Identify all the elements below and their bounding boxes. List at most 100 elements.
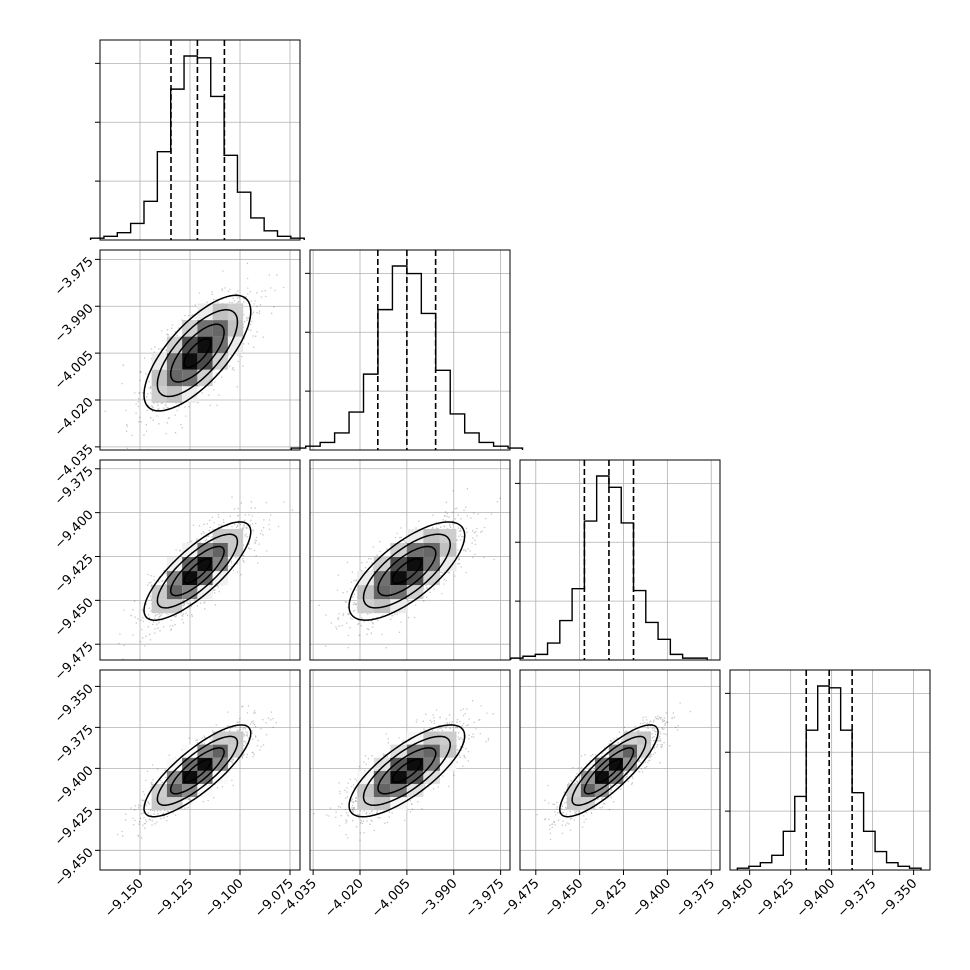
histogram-panel <box>89 39 305 241</box>
contour-line <box>183 337 212 369</box>
density-cell <box>390 757 407 771</box>
x-tick-label: −9.400 <box>630 876 675 921</box>
density-cell <box>151 369 167 387</box>
density-cell <box>373 585 391 600</box>
density-cell <box>439 528 457 543</box>
density-cell <box>166 386 183 403</box>
density-cell <box>580 797 595 811</box>
density-cell <box>390 557 407 572</box>
contour-line <box>169 747 225 795</box>
density-cell <box>622 744 638 758</box>
density-cell <box>608 757 623 771</box>
scatter-panel <box>309 459 511 661</box>
y-tick-label: −9.425 <box>52 804 97 849</box>
density-cell <box>423 542 440 558</box>
y-tick-label: −4.005 <box>52 348 97 393</box>
density-cell <box>212 320 228 337</box>
scatter-panel <box>99 459 301 661</box>
y-tick-label: −3.990 <box>52 301 97 346</box>
x-tick-label: −4.005 <box>369 876 414 921</box>
panel-frame <box>99 249 301 451</box>
density-cell <box>212 744 228 758</box>
density-cell <box>594 783 609 798</box>
contour-line <box>156 309 239 398</box>
panel-frame <box>729 669 931 871</box>
x-tick-label: −9.150 <box>102 876 147 921</box>
density-cell <box>357 585 374 600</box>
y-tick-label: −9.425 <box>52 552 97 597</box>
contour-line <box>391 558 423 585</box>
x-tick-label: −9.375 <box>673 876 718 921</box>
density-cell <box>390 744 407 758</box>
contour-line <box>183 758 212 784</box>
contour-line <box>391 758 423 784</box>
density-cell <box>580 770 595 784</box>
contour-line <box>377 747 437 795</box>
panel-frame <box>99 39 301 241</box>
density-cell <box>182 770 198 784</box>
density-cell <box>622 757 638 771</box>
density-cell <box>637 744 652 758</box>
density-cell <box>227 303 244 321</box>
y-tick-label: −9.400 <box>52 763 97 808</box>
x-tick-label: −9.400 <box>794 876 839 921</box>
density-cell <box>373 783 391 798</box>
density-cell <box>566 783 581 798</box>
density-cell <box>212 571 228 586</box>
y-tick-label: −9.350 <box>52 681 97 726</box>
density-cell <box>594 770 609 784</box>
x-tick-label: −9.425 <box>753 876 798 921</box>
x-tick-label: −9.125 <box>152 876 197 921</box>
histogram-step <box>510 475 708 660</box>
contour-line <box>169 323 225 383</box>
histogram-panel <box>725 669 931 871</box>
density-cell <box>423 744 440 758</box>
contour-line <box>348 724 466 818</box>
x-tick-label: −3.990 <box>416 876 461 921</box>
scatter-panel <box>309 669 511 871</box>
density-cell <box>357 797 374 811</box>
panel-frame <box>99 459 301 661</box>
panel-frame <box>99 669 301 871</box>
x-tick-label: −9.450 <box>542 876 587 921</box>
density-cell <box>406 571 424 586</box>
x-tick-label: −9.350 <box>876 876 921 921</box>
histogram-panel <box>510 459 721 661</box>
contour-line <box>169 545 225 597</box>
panel-frame <box>519 459 721 661</box>
density-cell <box>151 386 167 403</box>
scatter-panel <box>519 669 721 871</box>
density-cell <box>197 353 213 370</box>
y-tick-label: −9.450 <box>52 595 97 640</box>
density-cell <box>357 599 374 614</box>
density-cell <box>373 757 391 771</box>
contour-line <box>143 521 252 621</box>
density-cell <box>166 369 183 387</box>
density-cell <box>182 336 198 354</box>
panel-frame <box>309 459 511 661</box>
density-cell <box>197 585 213 600</box>
contour-line <box>362 533 451 609</box>
density-cell <box>406 770 424 784</box>
contour-line <box>183 558 212 585</box>
contour-line <box>583 747 635 795</box>
contour-line <box>156 735 239 806</box>
contour-line <box>595 758 622 784</box>
density-cell <box>439 731 457 745</box>
contour-line <box>156 533 239 609</box>
x-tick-label: −9.100 <box>202 876 247 921</box>
density-cell <box>608 744 623 758</box>
density-cell <box>423 770 440 784</box>
contour-line <box>143 294 252 412</box>
density-cell <box>227 320 244 337</box>
y-tick-label: −9.450 <box>52 845 97 890</box>
contour-line <box>362 735 451 806</box>
scatter-panel <box>99 249 301 451</box>
density-cell <box>166 585 183 600</box>
contour-line <box>559 724 659 818</box>
density-cell <box>212 303 228 321</box>
x-tick-label: −9.475 <box>498 876 543 921</box>
y-tick-label: −9.475 <box>52 639 97 684</box>
panel-frame <box>519 669 721 871</box>
